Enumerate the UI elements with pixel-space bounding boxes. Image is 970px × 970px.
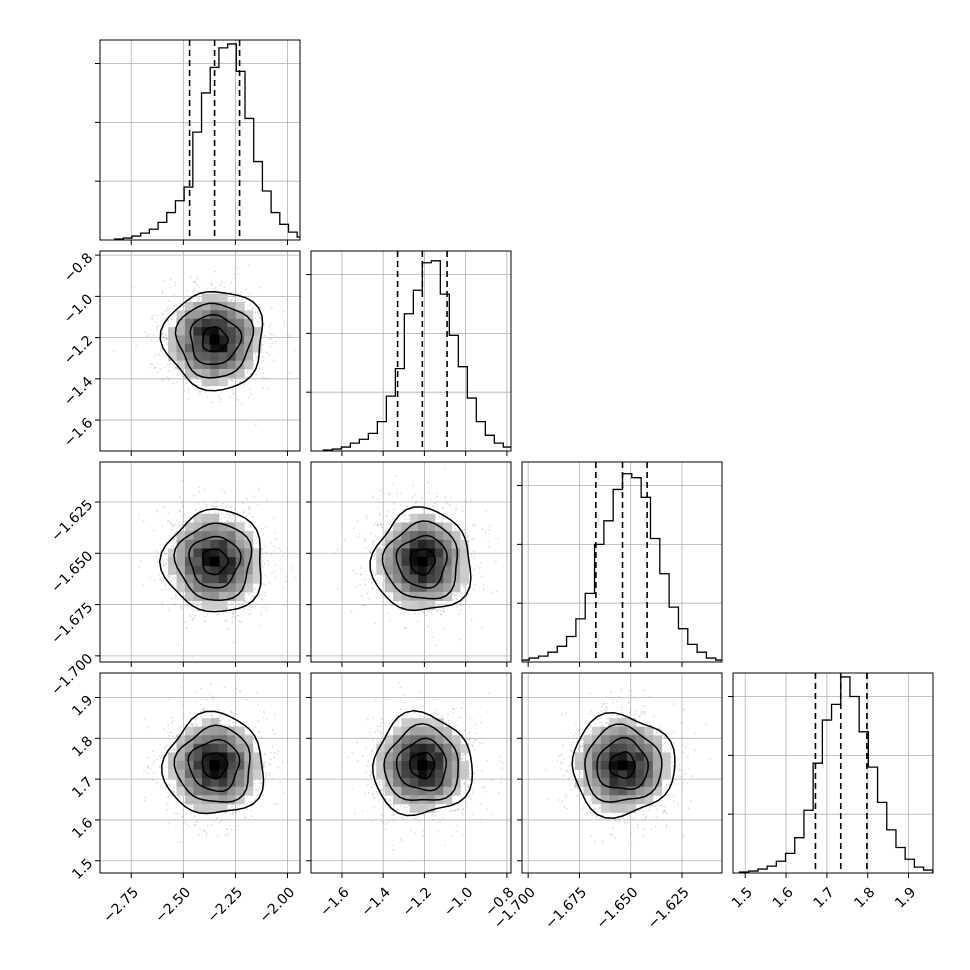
x-tick-label: −2.00 (257, 884, 299, 926)
x-tick-label: 1.6 (770, 884, 797, 911)
histogram-clip (113, 40, 300, 240)
density-clip (340, 681, 505, 862)
x-tick-label: −1.650 (594, 884, 642, 932)
density-panel-1-0: −1.6 −1.4 −1.2 −1.0 −0.8 (61, 250, 301, 456)
density-clip (137, 480, 297, 659)
contour-line (381, 520, 459, 600)
y-tick-label: 1.6 (69, 815, 96, 842)
x-tick-label: −1.6 (317, 884, 352, 919)
y-tick-label: −1.2 (61, 333, 96, 368)
density-peak (209, 334, 220, 345)
x-tick-label: −1.2 (400, 884, 435, 919)
contour-line (158, 508, 262, 613)
x-tick-label: −1.675 (542, 884, 590, 932)
contour-line (608, 751, 636, 779)
contour-line (383, 722, 459, 801)
y-tick-label: −1.0 (61, 291, 96, 326)
panel-frame (99, 250, 301, 452)
density-peak (209, 556, 220, 567)
density-panel-2-1 (306, 461, 512, 667)
density-peak (417, 760, 428, 771)
panel-frame (521, 461, 723, 663)
contour-line (188, 535, 242, 589)
x-tick-label: −1.4 (359, 884, 394, 919)
y-tick-label: −1.6 (61, 415, 96, 450)
histogram-step (738, 676, 933, 873)
contour-line (159, 291, 264, 392)
panel-frame (310, 461, 512, 663)
histogram-panel-1 (306, 250, 512, 456)
density-panel-3-1: −1.6 −1.4 −1.2 −1.0 −0.8 (306, 672, 518, 920)
x-tick-label: −1.625 (645, 884, 693, 932)
panel-frame (99, 672, 301, 874)
density-clip (544, 688, 712, 845)
panel-frame (732, 672, 934, 874)
contour-line (584, 723, 663, 803)
x-tick-label: −1.0 (441, 884, 476, 919)
y-tick-label: −1.625 (48, 497, 96, 545)
x-tick-label: −2.25 (205, 884, 247, 926)
contour-line (189, 313, 243, 366)
x-tick-label: 1.8 (851, 884, 878, 911)
contour-line (161, 710, 265, 815)
x-tick-label: 1.5 (729, 884, 756, 911)
contour-line (187, 738, 241, 793)
density-field (168, 718, 262, 813)
contour-line (395, 737, 448, 792)
contour-line (409, 548, 437, 576)
contour-line (596, 736, 650, 791)
contour-line (174, 302, 255, 379)
density-clip (143, 683, 286, 844)
panel-frame (99, 461, 301, 663)
x-tick-label: −2.75 (100, 884, 142, 926)
x-tick-label: 1.9 (892, 884, 919, 911)
density-panel-3-0: −2.75 −2.50 −2.25 −2.00 1.5 1.6 1.7 1.8 1.9 (69, 672, 301, 926)
contour-line (202, 548, 230, 576)
histogram-clip (522, 462, 722, 662)
contour-line (201, 752, 229, 780)
histogram-step (522, 473, 722, 661)
y-tick-label: −0.8 (61, 250, 96, 285)
density-peak (417, 556, 428, 567)
density-peak (209, 760, 220, 771)
x-tick-label: 1.7 (811, 884, 838, 911)
histogram-clip (738, 673, 933, 873)
panel-frame (310, 672, 512, 874)
density-clip (334, 468, 500, 647)
y-tick-label: 1.7 (69, 774, 96, 801)
density-panel-2-0: −1.700−1.675−1.650−1.625 (48, 461, 301, 699)
contour-line (571, 711, 676, 819)
y-tick-label: −1.4 (61, 374, 96, 409)
contour-line (395, 534, 448, 589)
contour-line (201, 326, 229, 353)
histogram-clip (322, 251, 511, 451)
y-tick-label: −1.675 (48, 600, 96, 648)
contour-line (372, 709, 474, 817)
histogram-step (113, 43, 300, 240)
contour-line (173, 522, 253, 601)
y-tick-label: −1.650 (48, 548, 96, 596)
contour-line (173, 724, 251, 803)
panel-frame (521, 672, 723, 874)
contour-line (369, 506, 472, 612)
panel-frame (310, 250, 512, 452)
histogram-panel-2 (517, 461, 723, 667)
y-tick-label: −1.700 (48, 651, 96, 699)
y-tick-label: 1.8 (69, 733, 96, 760)
y-tick-label: 1.5 (69, 856, 96, 883)
y-tick-label: 1.9 (69, 692, 96, 719)
density-panel-3-2: −1.700 −1.675 −1.650 −1.625 (491, 672, 723, 932)
contour-line (409, 751, 436, 780)
panel-frame (99, 39, 301, 241)
density-peak (617, 760, 628, 771)
density-clip (112, 264, 296, 426)
histogram-panel-3: 1.5 1.6 1.7 1.8 1.9 (728, 672, 934, 911)
x-tick-label: −2.50 (152, 884, 194, 926)
histogram-panel-0 (95, 39, 301, 245)
